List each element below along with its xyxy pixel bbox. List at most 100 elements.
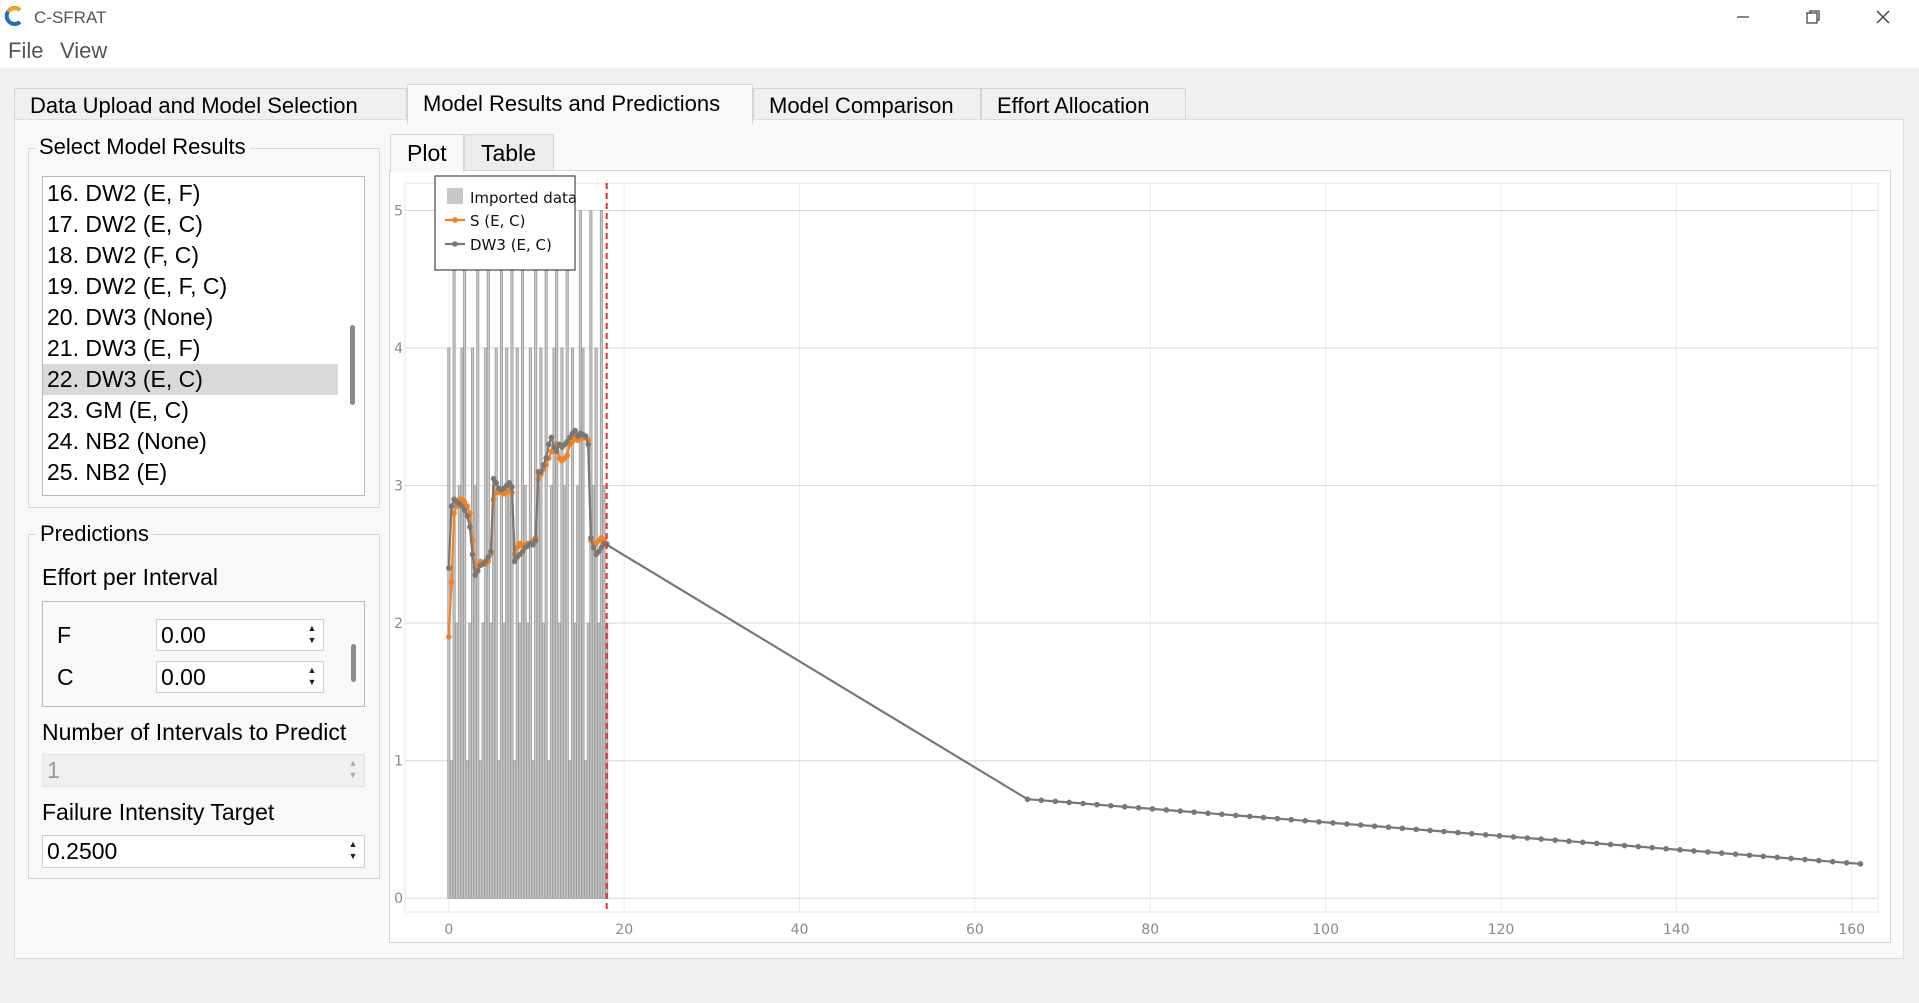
series-point [461,507,468,514]
series-point [1288,816,1295,823]
legend-swatch-point [452,241,458,247]
menu-file[interactable]: File [8,38,44,63]
data-bar [449,760,453,899]
data-bar [457,485,461,899]
list-item[interactable]: 19. DW2 (E, F, C) [47,273,228,299]
x-tick-label: 40 [791,922,809,938]
effort-c-spinbox[interactable]: 0.00 ▲ ▼ [156,661,324,693]
data-bar [481,622,485,899]
data-bar [589,210,593,899]
y-tick-label: 4 [394,341,403,357]
intervals-spinbox[interactable]: 1 ▲ ▼ [42,754,365,787]
close-icon [1876,10,1890,24]
data-bar [576,485,580,899]
tab-effort-allocation[interactable]: Effort Allocation [981,88,1186,122]
data-bar [573,622,577,899]
list-item[interactable]: 20. DW3 (None) [47,304,214,330]
series-point [1566,838,1572,845]
series-point [1427,827,1433,834]
effort-label: Effort per Interval [42,564,218,590]
series-point [553,448,560,455]
series-point [1399,825,1406,832]
series-point [1635,843,1642,850]
data-bar [468,622,472,899]
series-point [1552,837,1558,843]
series-point [1302,817,1308,824]
spin-arrows-icon[interactable]: ▲ ▼ [348,839,358,861]
predictions-group [28,534,380,879]
data-bar [544,210,548,899]
list-item[interactable]: 18. DW2 (F, C) [47,242,200,268]
x-tick-label: 100 [1312,922,1339,938]
series-point [1788,855,1794,862]
effort-f-spinbox[interactable]: 0.00 ▲ ▼ [156,619,324,651]
series-point [1205,810,1211,817]
intensity-spinbox[interactable]: 0.2500 ▲ ▼ [42,835,365,868]
effort-scrollbar-thumb[interactable] [351,644,356,682]
series-point [543,455,549,461]
series-point [582,433,589,439]
list-item-selected[interactable]: 22. DW3 (E, C) [43,364,338,395]
series-point [1857,861,1864,867]
list-item[interactable]: 23. GM (E, C) [47,397,189,423]
series-point [464,513,471,519]
series-point [1455,829,1461,836]
series-point [564,438,571,445]
series-point [1704,849,1711,855]
series-point [1149,806,1156,812]
list-scrollbar-thumb[interactable] [350,325,355,405]
data-bar [552,347,556,899]
series-point [1232,812,1239,819]
tab-table[interactable]: Table [464,134,554,170]
tab-plot[interactable]: Plot [390,134,464,172]
list-item[interactable]: 17. DW2 (E, C) [47,211,203,237]
series-point [590,544,597,551]
tab-model-comparison[interactable]: Model Comparison [753,88,981,122]
series-point [467,524,473,530]
restore-icon [1806,10,1820,24]
close-button[interactable] [1854,0,1912,34]
series-point [1219,811,1225,818]
data-bar [505,347,509,899]
data-bar [494,347,498,899]
spin-arrows-icon[interactable]: ▲ ▼ [307,623,317,645]
menu-view[interactable]: View [60,38,108,63]
menu-bar: File View [0,34,1919,68]
series-point [474,568,481,574]
model-results-list[interactable]: 16. DW2 (E, F) 17. DW2 (E, C) 18. DW2 (F… [42,176,365,496]
spin-arrows-icon[interactable]: ▲ ▼ [348,758,358,780]
effort-name-f: F [57,622,72,648]
series-point [1538,836,1544,842]
restore-button[interactable] [1784,0,1842,34]
data-bar [565,210,569,899]
series-point [1663,845,1669,852]
series-point [1108,802,1114,809]
spin-arrows-icon[interactable]: ▲ ▼ [307,665,317,687]
data-bar [463,210,467,899]
data-bar [513,760,517,899]
data-bar [599,210,603,899]
plot-area[interactable]: 0 20 40 60 80 100 120 140 160 0 1 2 3 4 5 Imported dat… [389,170,1891,943]
series-point [1718,850,1725,856]
data-bar [489,622,493,899]
series-point [482,558,489,565]
list-item[interactable]: 25. NB2 (E) [47,459,168,485]
tab-model-results[interactable]: Model Results and Predictions [407,84,753,124]
minimize-button[interactable] [1714,0,1772,34]
data-bar [470,347,475,899]
data-bar [497,760,501,899]
legend-label: DW3 (E, C) [470,236,552,254]
list-item[interactable]: 16. DW2 (E, F) [47,180,201,206]
series-point [1316,819,1322,825]
x-tick-label: 60 [966,922,984,938]
intensity-label: Failure Intensity Target [42,799,275,825]
x-tick-label: 20 [615,922,633,938]
list-item[interactable]: 21. DW3 (E, F) [47,335,201,361]
tab-data-upload[interactable]: Data Upload and Model Selection [14,88,407,122]
intervals-label: Number of Intervals to Predict [42,719,347,745]
data-bar [515,347,519,899]
list-item[interactable]: 24. NB2 (None) [47,428,207,454]
series-point [1344,821,1350,827]
series-point [530,541,536,548]
series-point [1191,809,1197,815]
